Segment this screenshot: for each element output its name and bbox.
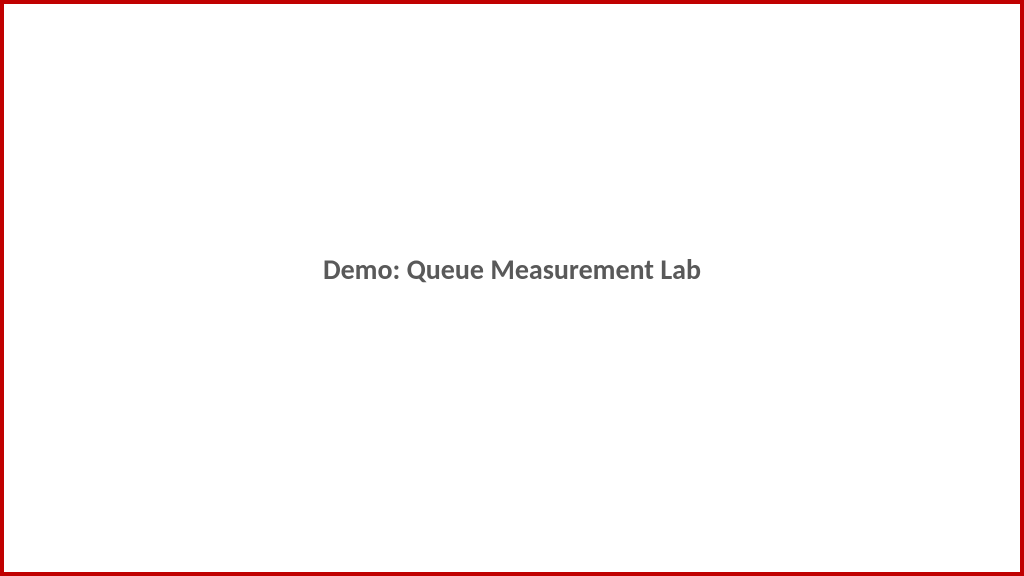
slide-frame: Demo: Queue Measurement Lab xyxy=(0,0,1024,576)
slide-title: Demo: Queue Measurement Lab xyxy=(4,252,1020,287)
